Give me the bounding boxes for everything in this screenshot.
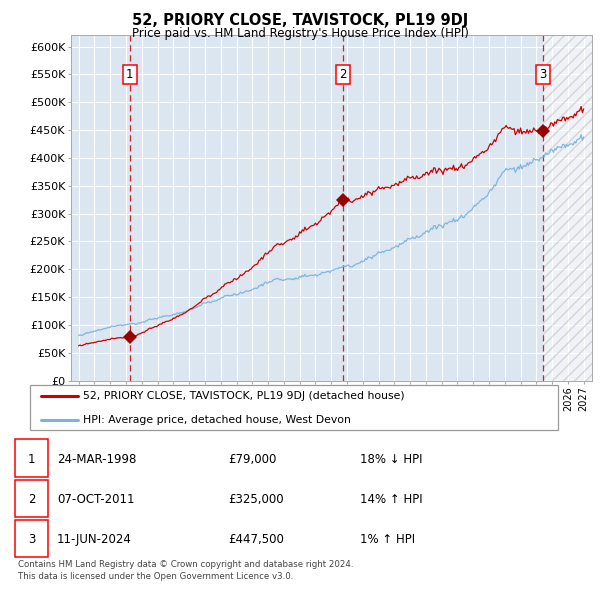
Text: HPI: Average price, detached house, West Devon: HPI: Average price, detached house, West…	[83, 415, 350, 425]
FancyBboxPatch shape	[30, 385, 558, 430]
Text: Price paid vs. HM Land Registry's House Price Index (HPI): Price paid vs. HM Land Registry's House …	[131, 27, 469, 40]
Text: 18% ↓ HPI: 18% ↓ HPI	[360, 453, 422, 466]
Bar	[544, 35, 592, 381]
Text: 3: 3	[539, 68, 547, 81]
Text: 2: 2	[340, 68, 347, 81]
Text: £79,000: £79,000	[228, 453, 277, 466]
Text: 14% ↑ HPI: 14% ↑ HPI	[360, 493, 422, 506]
Text: 52, PRIORY CLOSE, TAVISTOCK, PL19 9DJ: 52, PRIORY CLOSE, TAVISTOCK, PL19 9DJ	[132, 13, 468, 28]
Text: 11-JUN-2024: 11-JUN-2024	[57, 533, 132, 546]
Text: 1% ↑ HPI: 1% ↑ HPI	[360, 533, 415, 546]
Text: £325,000: £325,000	[228, 493, 284, 506]
Text: £447,500: £447,500	[228, 533, 284, 546]
Text: 24-MAR-1998: 24-MAR-1998	[57, 453, 136, 466]
Text: Contains HM Land Registry data © Crown copyright and database right 2024.
This d: Contains HM Land Registry data © Crown c…	[18, 560, 353, 581]
Text: 07-OCT-2011: 07-OCT-2011	[57, 493, 134, 506]
Text: 1: 1	[28, 453, 35, 466]
Text: 3: 3	[28, 533, 35, 546]
Text: 2: 2	[28, 493, 35, 506]
Text: 52, PRIORY CLOSE, TAVISTOCK, PL19 9DJ (detached house): 52, PRIORY CLOSE, TAVISTOCK, PL19 9DJ (d…	[83, 391, 404, 401]
Text: 1: 1	[126, 68, 133, 81]
